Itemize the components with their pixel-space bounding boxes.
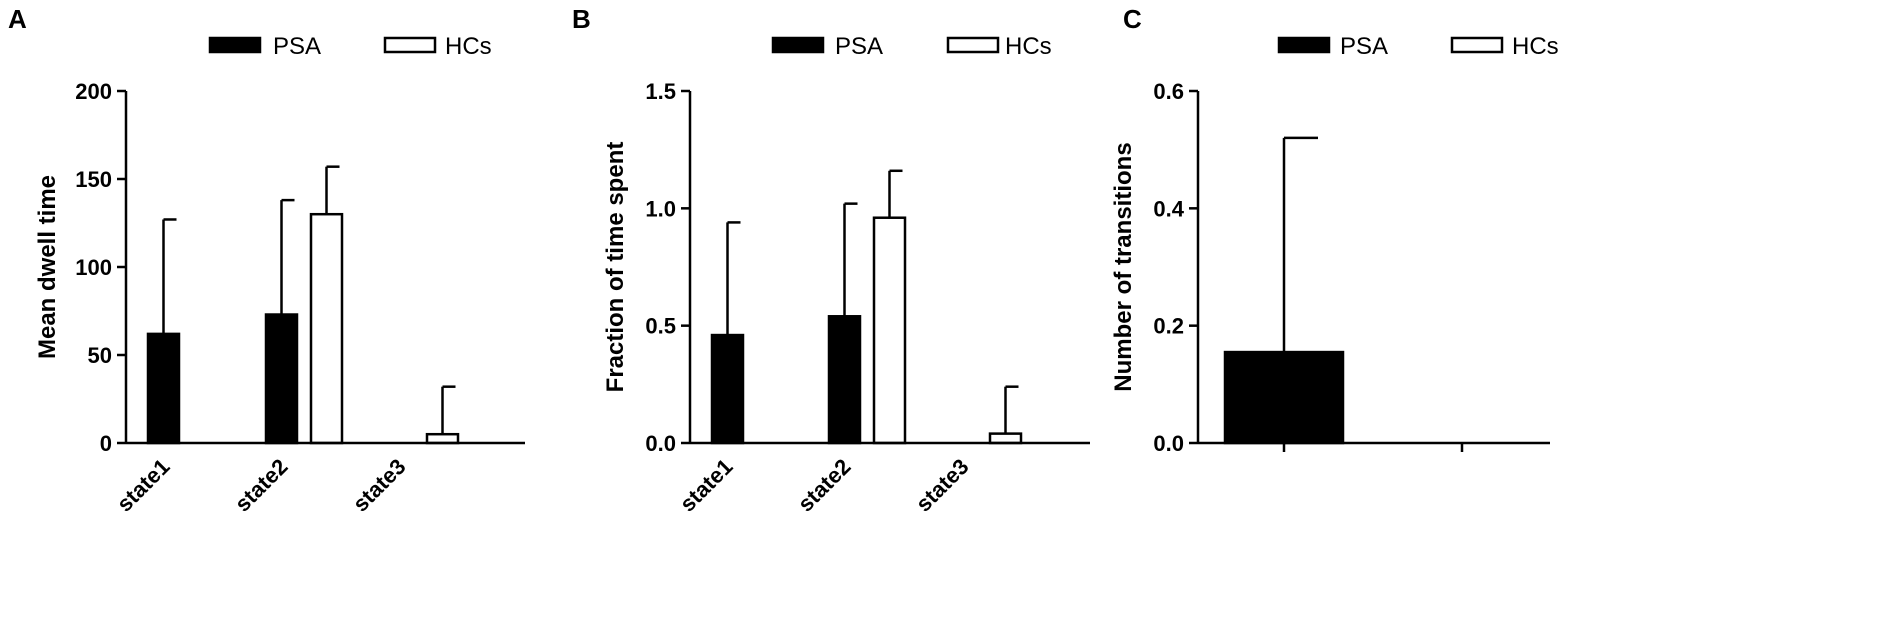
legend-label-hcs: HCs <box>445 33 492 60</box>
bar-hcs-2 <box>309 212 344 445</box>
bar-psa-1 <box>710 333 745 445</box>
legend-swatch-psa <box>771 36 825 54</box>
y-tick-label: 1.0 <box>645 196 676 221</box>
bar-psa-2 <box>264 313 299 445</box>
x-category-label: state2 <box>793 454 856 517</box>
y-tick-label: 0.2 <box>1153 314 1184 339</box>
panel-letter: A <box>8 4 27 34</box>
y-tick-label: 0.0 <box>645 431 676 456</box>
y-axis-label: Number of transitions <box>1110 142 1137 391</box>
y-tick-label: 100 <box>75 255 112 280</box>
legend-label-psa: PSA <box>835 33 883 60</box>
bar-psa-2 <box>827 315 862 445</box>
bar-hcs-3 <box>425 432 460 445</box>
x-category-label: state1 <box>112 454 175 517</box>
y-axis-label: Fraction of time spent <box>602 142 629 393</box>
legend-swatch-psa <box>208 36 262 54</box>
legend-label-hcs: HCs <box>1005 33 1052 60</box>
x-category-label: state2 <box>230 454 293 517</box>
chart-panel-b: B PSA HCs 0.0 0.5 1.0 1.5 Fraction of time spen… <box>572 4 1090 517</box>
y-tick-label: 50 <box>88 343 112 368</box>
y-tick-label: 0.4 <box>1153 196 1184 221</box>
bar-psa-1 <box>1223 350 1345 445</box>
y-tick-label: 0.5 <box>645 314 676 339</box>
legend-swatch-hcs <box>946 36 1000 54</box>
legend-label-psa: PSA <box>1340 33 1388 60</box>
legend-label-hcs: HCs <box>1512 33 1559 60</box>
y-tick-label: 150 <box>75 167 112 192</box>
y-tick-label: 0.6 <box>1153 79 1184 104</box>
legend-swatch-hcs <box>383 36 437 54</box>
legend-label-psa: PSA <box>273 33 321 60</box>
chart-panel-a: A PSA HCs 0 50 100 150 200 Mean dwell time state1… <box>8 4 525 517</box>
chart-panel-c: C PSA HCs 0.0 0.2 0.4 0.6 Number of transitions <box>1110 4 1559 456</box>
y-tick-label: 200 <box>75 79 112 104</box>
x-category-label: state3 <box>348 454 411 517</box>
legend-swatch-psa <box>1277 36 1331 54</box>
bar-hcs-2 <box>872 216 907 445</box>
panel-letter: C <box>1123 4 1142 34</box>
y-tick-label: 0.0 <box>1153 431 1184 456</box>
y-axis-label: Mean dwell time <box>34 175 61 359</box>
y-tick-label: 1.5 <box>645 79 676 104</box>
x-category-label: state3 <box>911 454 974 517</box>
panel-letter: B <box>572 4 591 34</box>
y-tick-label: 0 <box>100 431 112 456</box>
bar-hcs-3 <box>988 432 1023 445</box>
x-category-label: state1 <box>675 454 738 517</box>
legend-swatch-hcs <box>1450 36 1504 54</box>
bar-psa-1 <box>146 332 181 445</box>
